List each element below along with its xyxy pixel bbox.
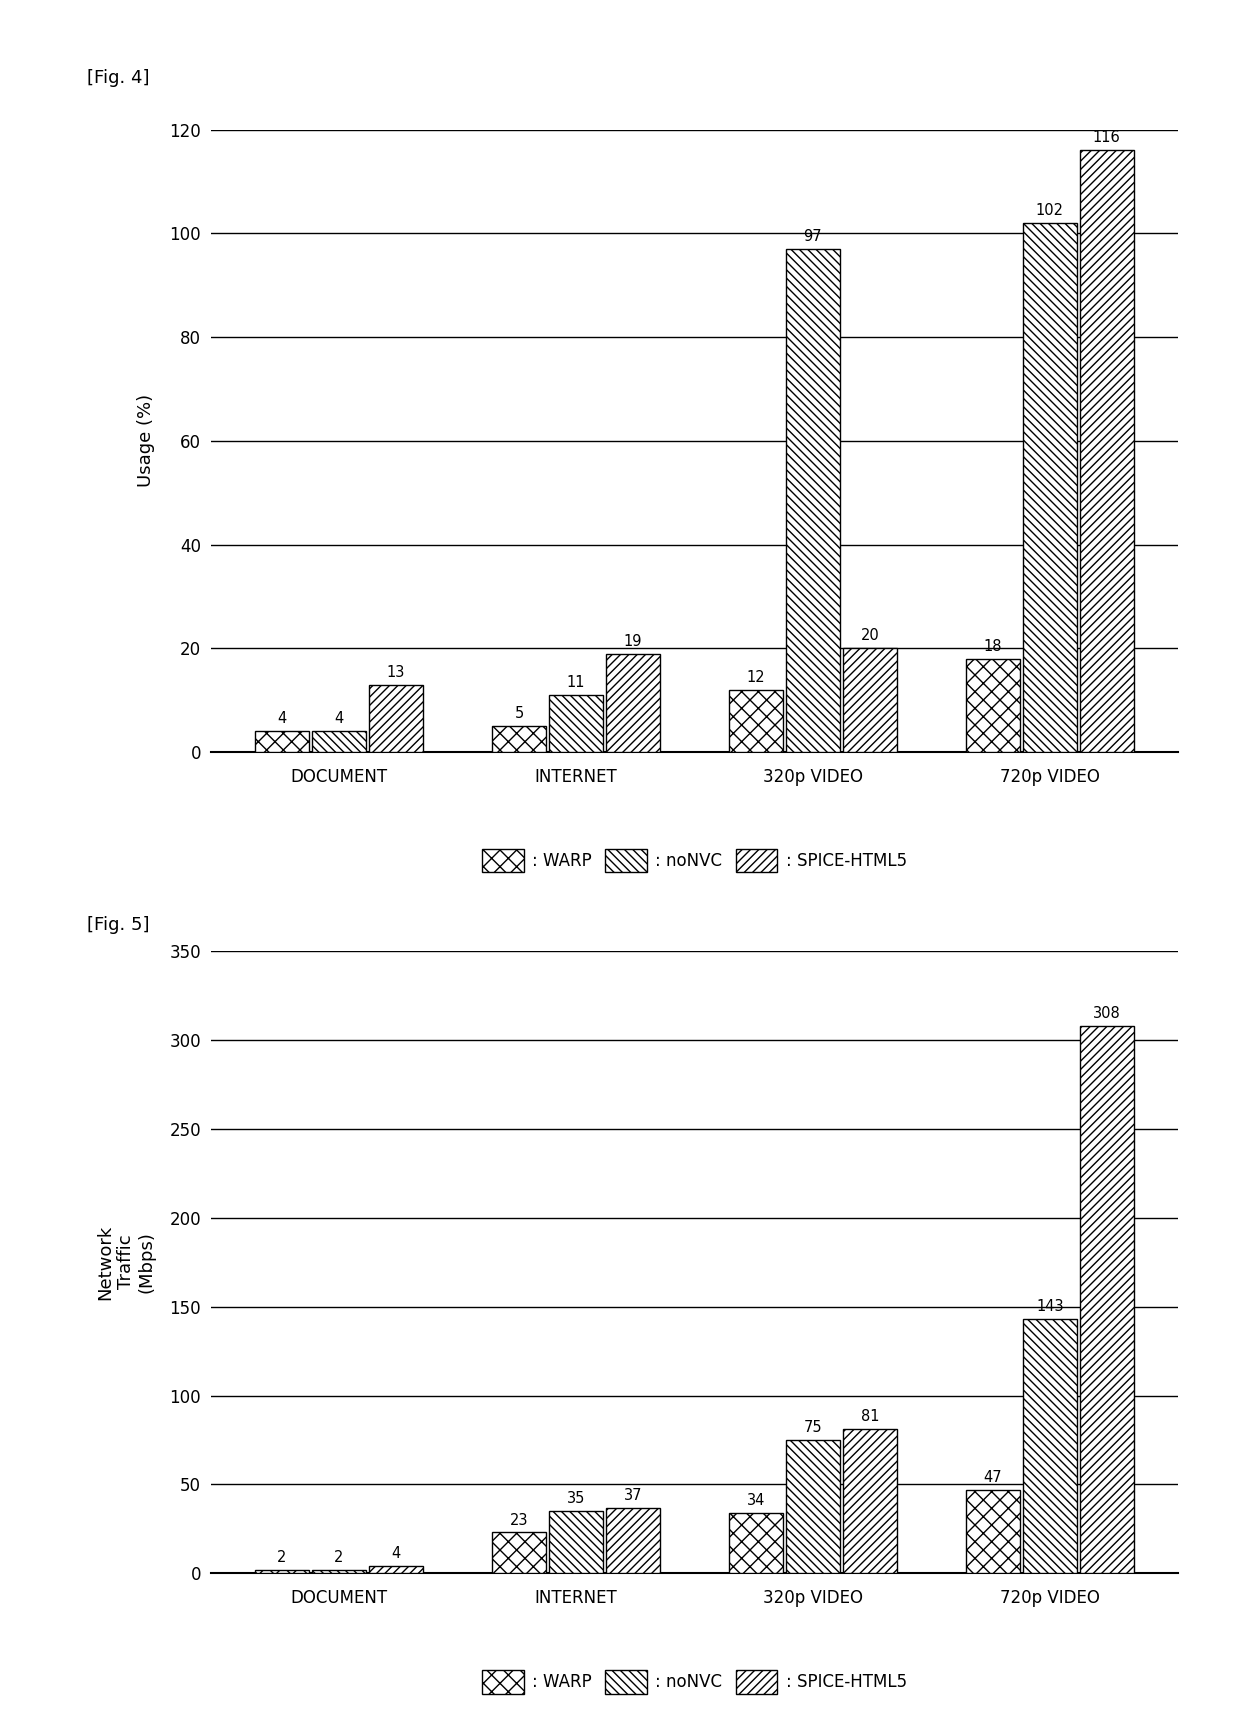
Bar (966, 1490, 1021, 1573)
Text: 35: 35 (567, 1490, 585, 1506)
Bar (729, 1513, 784, 1573)
Bar (842, 648, 897, 752)
Legend: : WARP, : noNVC, : SPICE-HTML5: : WARP, : noNVC, : SPICE-HTML5 (474, 840, 915, 880)
Bar (605, 1508, 660, 1573)
Text: 13: 13 (387, 664, 405, 679)
Bar (548, 695, 603, 752)
Y-axis label: Network
Traffic
(Mbps): Network Traffic (Mbps) (95, 1224, 155, 1300)
Bar (729, 690, 784, 752)
Y-axis label: Usage (%): Usage (%) (138, 394, 155, 488)
Bar (1080, 1025, 1135, 1573)
Text: 11: 11 (567, 674, 585, 690)
Text: 23: 23 (510, 1513, 528, 1527)
Text: 20: 20 (861, 628, 879, 643)
Text: 308: 308 (1092, 1006, 1121, 1020)
Bar (368, 1566, 423, 1573)
Text: 2: 2 (278, 1549, 286, 1565)
Bar (368, 685, 423, 752)
Text: 75: 75 (804, 1420, 822, 1435)
Text: 2: 2 (335, 1549, 343, 1565)
Text: 97: 97 (804, 228, 822, 244)
Text: 19: 19 (624, 633, 642, 648)
Text: 37: 37 (624, 1487, 642, 1503)
Bar (492, 726, 547, 752)
Text: 5: 5 (515, 705, 523, 721)
Bar (1023, 1319, 1078, 1573)
Bar (492, 1532, 547, 1573)
Bar (786, 249, 841, 752)
Bar (1080, 150, 1135, 752)
Text: [Fig. 4]: [Fig. 4] (87, 69, 149, 86)
Text: 4: 4 (335, 711, 343, 726)
Bar (311, 1570, 366, 1573)
Bar (254, 731, 309, 752)
Bar (786, 1440, 841, 1573)
Bar (254, 1570, 309, 1573)
Text: 34: 34 (746, 1492, 765, 1508)
Text: 4: 4 (278, 711, 286, 726)
Bar (605, 654, 660, 752)
Text: 47: 47 (983, 1470, 1002, 1485)
Text: 12: 12 (746, 669, 765, 685)
Bar (311, 731, 366, 752)
Text: 4: 4 (391, 1546, 401, 1561)
Text: [Fig. 5]: [Fig. 5] (87, 916, 149, 934)
Text: 116: 116 (1092, 130, 1121, 145)
Text: 18: 18 (983, 638, 1002, 654)
Text: 143: 143 (1037, 1298, 1064, 1314)
Bar (548, 1511, 603, 1573)
Text: 81: 81 (861, 1409, 879, 1425)
Text: 102: 102 (1035, 202, 1064, 218)
Bar (842, 1430, 897, 1573)
Bar (966, 659, 1021, 752)
Bar (1023, 223, 1078, 752)
Legend: : WARP, : noNVC, : SPICE-HTML5: : WARP, : noNVC, : SPICE-HTML5 (474, 1662, 915, 1701)
